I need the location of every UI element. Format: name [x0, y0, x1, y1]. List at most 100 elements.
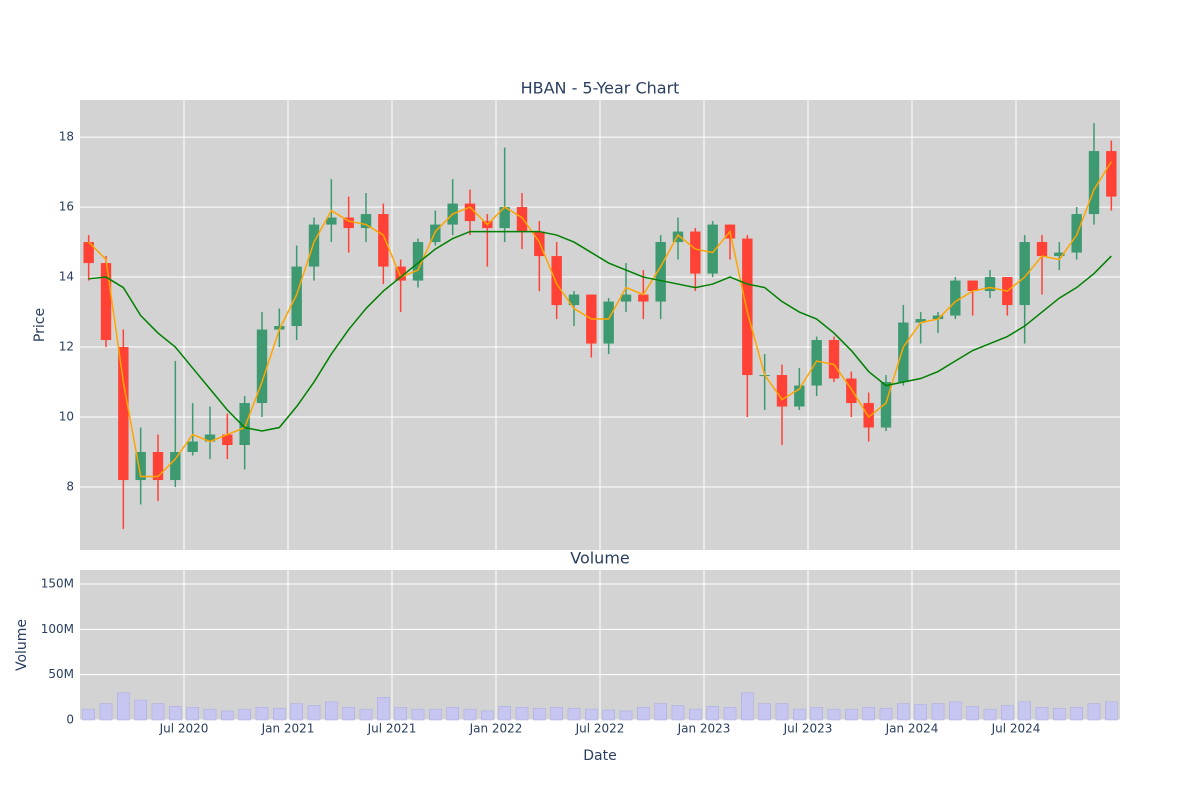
candle-body: [360, 214, 372, 229]
volume-bar: [238, 708, 251, 721]
candle-body: [274, 326, 285, 330]
x-tick-label: Jul 2023: [783, 722, 833, 736]
volume-bar: [758, 703, 771, 721]
volume-bar: [533, 707, 546, 721]
volume-bar: [862, 707, 875, 721]
candle-body: [690, 231, 701, 274]
y-tick-label: 10: [59, 410, 74, 424]
candle-body: [620, 294, 632, 302]
volume-bar: [689, 708, 702, 721]
volume-bar: [82, 708, 95, 721]
candle-body: [655, 242, 666, 302]
candle-body: [950, 280, 961, 316]
candle-body: [967, 280, 978, 292]
candle-body: [568, 294, 580, 306]
moving-average-line: [88, 230, 1112, 432]
volume-bar: [1035, 707, 1049, 721]
candle-body: [707, 224, 718, 274]
volume-bar: [411, 708, 425, 721]
volume-bar: [151, 703, 165, 721]
candle-body: [100, 263, 112, 341]
volume-bar: [255, 707, 269, 721]
volume-bar: [429, 708, 442, 721]
volume-bar: [602, 709, 615, 721]
volume-bar: [290, 703, 303, 721]
volume-bar: [567, 707, 581, 721]
volume-bar: [99, 703, 113, 721]
candle-body: [499, 207, 510, 229]
volume-bar: [619, 710, 633, 721]
y-tick-label: 16: [59, 200, 74, 214]
candle-body: [308, 224, 320, 267]
candle-body: [326, 217, 337, 225]
x-tick-label: Jul 2022: [575, 722, 625, 736]
volume-bar: [879, 707, 893, 721]
volume-bar: [654, 703, 667, 721]
candle-body: [256, 329, 268, 404]
volume-bar: [1053, 707, 1066, 721]
candle-body: [984, 277, 996, 292]
candle-body: [343, 217, 354, 229]
volume-bar: [515, 707, 529, 721]
y-tick-label: 0: [66, 713, 74, 727]
volume-bar: [394, 707, 407, 721]
candle-body: [603, 301, 614, 344]
candle-body: [170, 452, 181, 481]
volume-bar: [966, 706, 979, 721]
volume-bar: [325, 701, 338, 721]
volume-bar: [827, 708, 841, 721]
candle-body: [551, 256, 562, 306]
volume-title: Volume: [570, 549, 630, 568]
candle-body: [412, 242, 424, 281]
volume-bar: [585, 708, 598, 721]
candle-body: [1036, 242, 1048, 257]
volume-bar: [793, 708, 806, 721]
volume-bar: [463, 708, 477, 721]
candle-body: [378, 214, 389, 267]
candle-body: [464, 203, 476, 222]
candle-body: [638, 294, 649, 302]
volume-bar: [273, 707, 286, 721]
volume-bar: [203, 708, 217, 721]
candle-body: [1054, 252, 1065, 257]
candle-body: [291, 266, 302, 327]
volume-bar: [949, 701, 962, 721]
volume-bar: [775, 703, 789, 721]
volume-bar: [134, 699, 147, 721]
volume-bar: [741, 692, 754, 721]
x-tick-label: Jan 2021: [261, 722, 315, 736]
candle-body: [83, 242, 94, 264]
candle-body: [222, 434, 233, 446]
x-tick-label: Jan 2022: [469, 722, 523, 736]
y-tick-label: 100M: [41, 622, 74, 636]
candle-body: [811, 340, 822, 386]
candle-body: [395, 266, 406, 281]
candle-body: [135, 452, 146, 481]
candle-body: [152, 452, 164, 481]
volume-bar: [1087, 703, 1101, 721]
volume-bar: [1105, 701, 1118, 721]
candle-body: [863, 403, 874, 428]
candle-body: [239, 403, 250, 446]
y-tick-label: 8: [66, 480, 74, 494]
candle-body: [187, 441, 198, 453]
volume-bar: [671, 705, 685, 721]
volume-bar: [914, 704, 927, 721]
candle-body: [915, 319, 926, 323]
x-axis-label: Date: [583, 748, 616, 764]
candle-body: [898, 322, 909, 383]
chart-title: HBAN - 5-Year Chart: [521, 79, 680, 98]
candle-body: [846, 378, 857, 404]
y-tick-label: 18: [59, 130, 74, 144]
price-axis-label: Price: [32, 308, 48, 342]
volume-bar: [359, 708, 373, 721]
volume-bar: [637, 707, 650, 721]
volume-bar: [1018, 701, 1031, 721]
volume-axis-label: Volume: [14, 619, 30, 671]
y-tick-label: 14: [59, 270, 74, 284]
volume-bar: [498, 706, 511, 721]
candle-body: [118, 347, 129, 481]
volume-bar: [186, 707, 199, 721]
volume-bar: [377, 697, 390, 721]
